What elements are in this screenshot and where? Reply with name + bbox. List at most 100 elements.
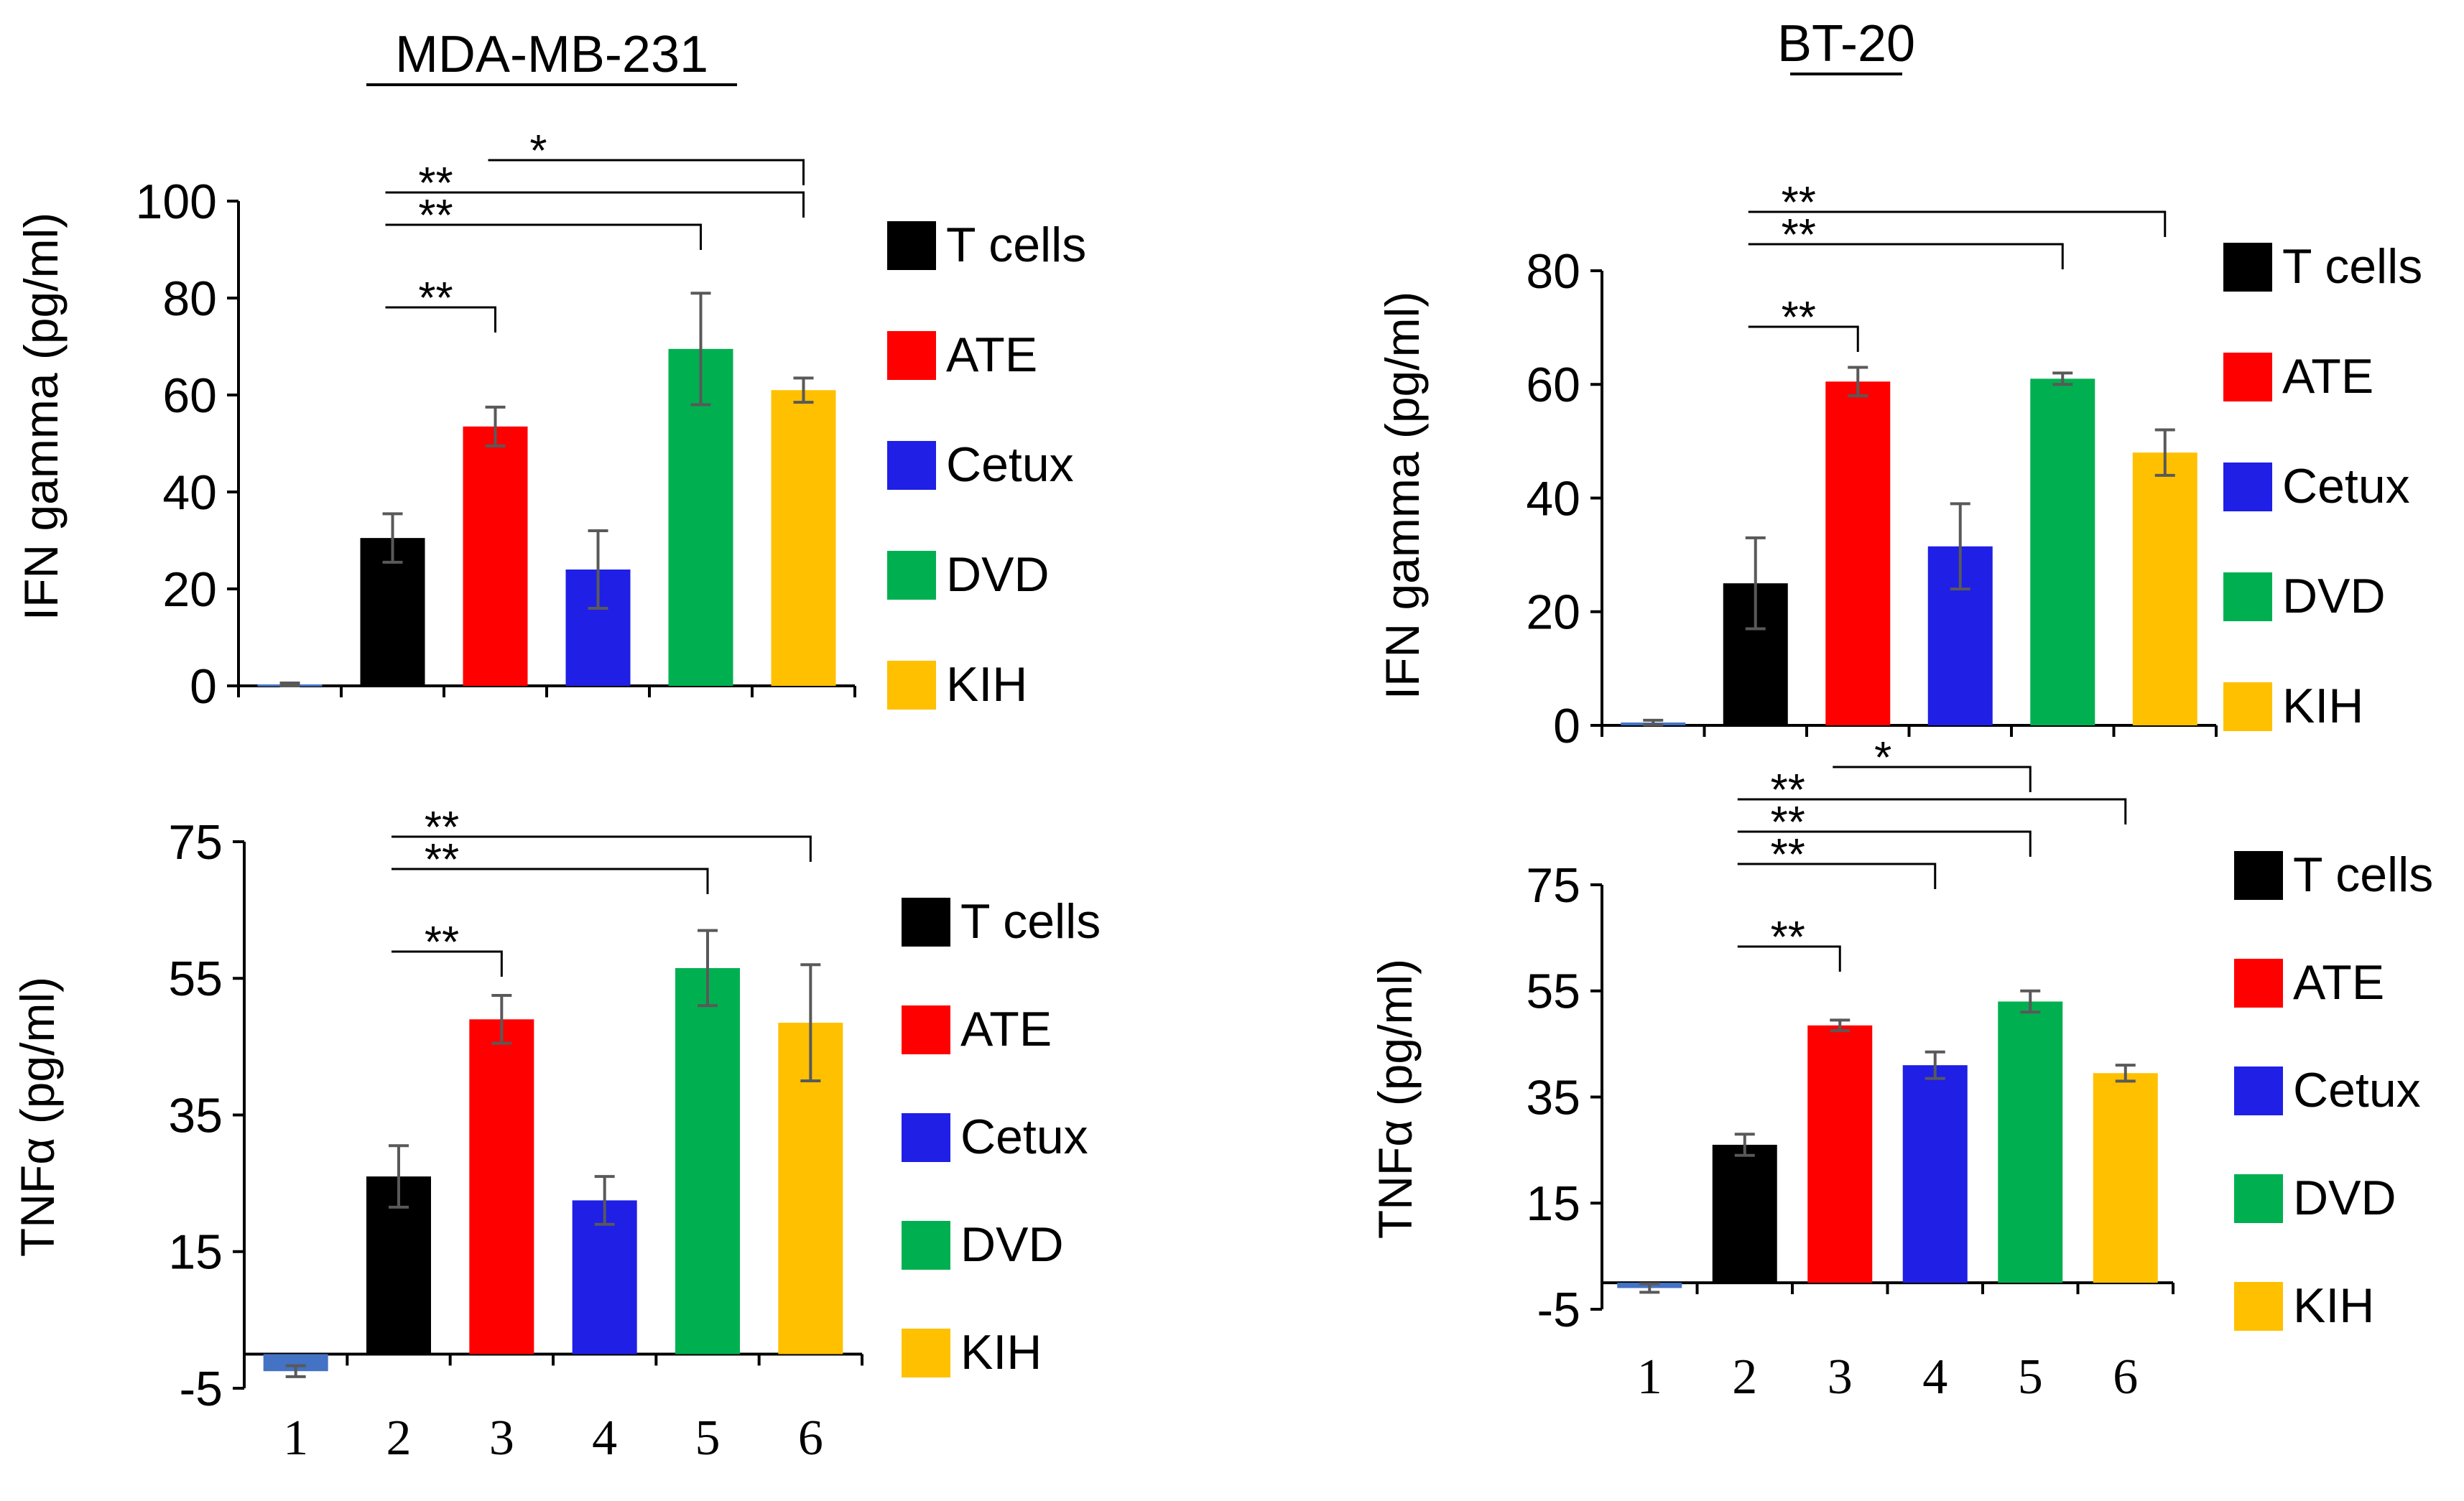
significance-bracket [1737,945,1841,972]
y-tick-label: 35 [1526,1070,1580,1125]
y-tick-label: 15 [1526,1176,1580,1231]
significance-bracket [385,306,496,333]
legend-label: KIH [2293,1278,2374,1333]
x-category-label: 1 [283,1411,308,1466]
significance-label: * [529,126,547,176]
legend-swatch [2223,572,2272,621]
legend-label: T cells [946,218,1086,272]
legend-swatch [902,1221,950,1270]
y-axis-label: TNFα (pg/ml) [11,977,64,1257]
y-tick-label: 35 [168,1088,223,1143]
legend-label: KIH [2282,679,2363,733]
y-tick-label: 55 [1526,965,1580,1019]
legend-swatch [2234,851,2283,900]
bar-4 [1902,1065,1968,1283]
legend-swatch [887,221,936,270]
legend-label: Cetux [960,1110,1088,1164]
significance-label: * [1874,733,1891,783]
significance-label: ** [1771,798,1805,847]
bar-3 [1825,381,1891,725]
significance-label: ** [425,835,459,885]
bar-2 [1712,1144,1777,1283]
legend-swatch [2223,243,2272,292]
legend-label: ATE [960,1002,1052,1056]
y-axis-label: IFN gamma (pg/ml) [14,213,68,621]
significance-label: ** [418,159,453,208]
significance-bracket [392,868,709,894]
y-axis-label: TNFα (pg/ml) [1368,959,1422,1239]
significance-bracket [488,159,805,185]
significance-bracket [385,191,805,218]
x-category-label: 2 [386,1411,412,1466]
y-tick-label: 75 [1526,858,1580,913]
significance-bracket [1737,798,2127,824]
significance-bracket [392,950,503,977]
legend-label: ATE [2282,349,2373,404]
legend-label: Cetux [2282,459,2410,514]
legend-swatch [2223,463,2272,511]
legend-swatch [2234,1066,2283,1115]
significance-bracket [1748,243,2064,269]
y-tick-label: 20 [162,562,217,617]
significance-label: ** [418,274,453,323]
y-tick-label: 80 [162,271,217,326]
legend-label: DVD [2282,569,2386,623]
significance-label: ** [425,803,459,852]
legend-label: T cells [960,894,1101,949]
legend-label: ATE [946,327,1037,382]
y-tick-label: 100 [136,175,217,229]
y-tick-label: 75 [168,815,223,870]
x-category-label: 6 [798,1411,823,1466]
significance-bracket [385,223,702,250]
significance-label: ** [1771,913,1805,962]
bar-5 [2030,378,2095,725]
bar-1 [263,1354,328,1372]
legend-label: Cetux [2293,1063,2421,1117]
bar-6 [771,390,836,686]
significance-bracket [392,835,812,862]
y-tick-label: 15 [168,1225,223,1280]
y-tick-label: 55 [168,952,223,1006]
bar-3 [463,426,528,686]
y-tick-label: 0 [1553,699,1580,753]
significance-label: ** [1782,210,1816,260]
legend-swatch [887,551,936,600]
significance-bracket [1833,766,2032,792]
x-category-label: 4 [1922,1349,1947,1405]
significance-label: ** [1771,830,1805,880]
legend-label: T cells [2282,239,2422,294]
significance-bracket [1748,325,1859,352]
legend-swatch [902,1113,950,1162]
significance-bracket [1737,830,2032,857]
legend-swatch [887,441,936,490]
legend-swatch [2234,1282,2283,1331]
y-tick-label: 60 [162,368,217,423]
y-axis-label: IFN gamma (pg/ml) [1376,292,1429,700]
legend-swatch [887,661,936,710]
x-category-label: 6 [2113,1349,2138,1405]
y-tick-label: -5 [180,1362,223,1416]
x-category-label: 4 [592,1411,617,1466]
title-mda-mb-231: MDA-MB-231 [395,26,708,83]
bar-5 [675,967,740,1354]
legend-swatch [2223,353,2272,401]
significance-label: ** [1782,293,1816,343]
significance-label: ** [1782,178,1816,228]
legend-label: KIH [960,1325,1042,1380]
legend-label: DVD [946,547,1050,602]
bar-6 [2093,1073,2158,1283]
legend-label: ATE [2293,955,2384,1010]
y-tick-label: 60 [1526,358,1580,412]
legend-swatch [2234,1174,2283,1223]
y-tick-label: 40 [162,465,217,520]
x-category-label: 5 [695,1411,721,1466]
legend-swatch [887,331,936,380]
y-tick-label: 0 [190,659,217,714]
legend-swatch [2234,959,2283,1008]
legend-swatch [2223,682,2272,731]
